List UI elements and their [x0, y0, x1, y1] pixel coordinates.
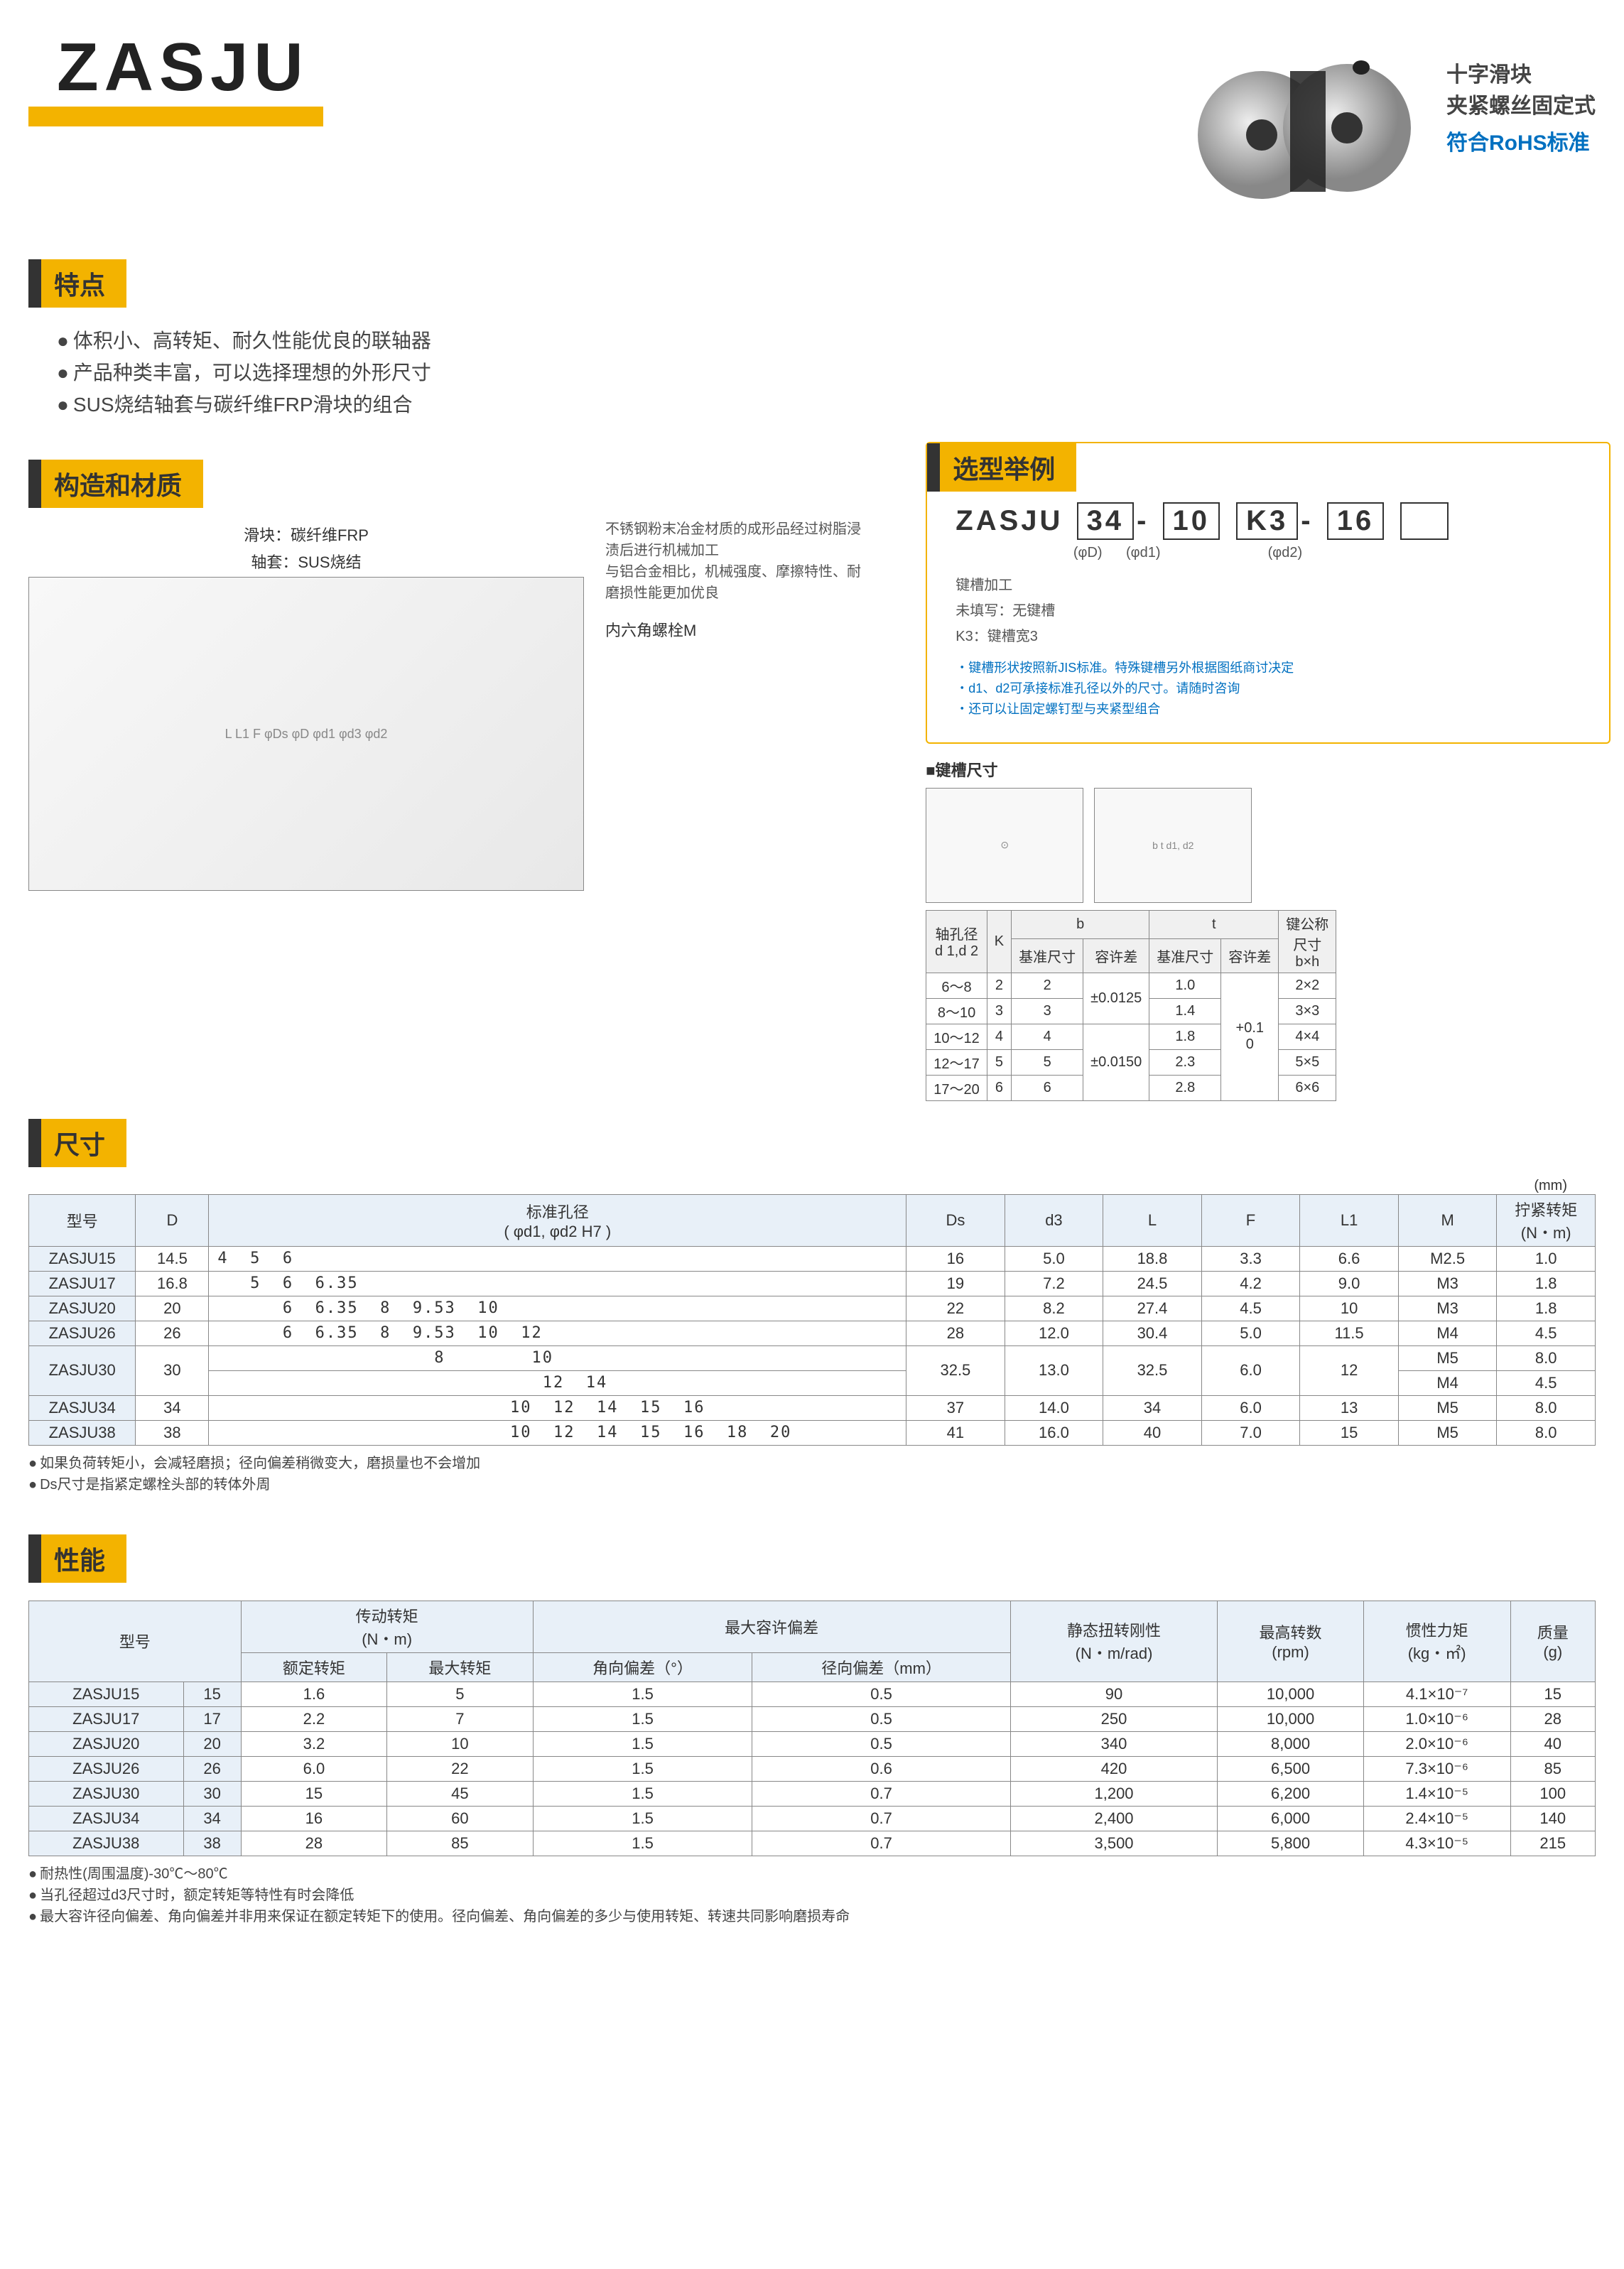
coupling-image	[1184, 28, 1425, 227]
example-notes: ・键槽形状按照新JIS标准。特殊键槽另外根据图纸商讨决定 ・d1、d2可承接标准…	[927, 649, 1609, 727]
header-line2: 夹紧螺丝固定式	[1446, 88, 1596, 119]
page-header: ZASJU 十字滑块 夹紧螺丝固定式 符合RoHS标准	[28, 28, 1596, 227]
perf-table: 型号传动转矩(N・m)最大容许偏差静态扭转刚性(N・m/rad)最高转数(rpm…	[28, 1601, 1596, 1856]
right-header: 十字滑块 夹紧螺丝固定式 符合RoHS标准	[1184, 28, 1596, 227]
features-title: 特点	[28, 259, 126, 308]
feature-item: SUS烧结轴套与碳纤维FRP滑块的组合	[57, 389, 1596, 421]
header-labels: 十字滑块 夹紧螺丝固定式 符合RoHS标准	[1446, 28, 1596, 156]
header-line1: 十字滑块	[1446, 57, 1596, 88]
performance-section: 性能 型号传动转矩(N・m)最大容许偏差静态扭转刚性(N・m/rad)最高转数(…	[28, 1517, 1596, 1927]
example-code: ZASJU 34- 10 K3- 16	[927, 502, 1609, 540]
example-box: 选型举例 ZASJU 34- 10 K3- 16 (φD) (φd1) (φd2…	[926, 442, 1611, 743]
header-line3: 符合RoHS标准	[1446, 125, 1596, 156]
keyway-table: 轴孔径d 1,d 2Kbt键公称尺寸b×h基准尺寸容许差基准尺寸容许差6～822…	[926, 910, 1336, 1101]
size-table: 型号D标准孔径 ( φd1, φd2 H7 )Dsd3LFL1M拧紧转矩 (N・…	[28, 1194, 1596, 1446]
keyway-diagram-front: ⊙	[926, 788, 1083, 903]
size-note: 如果负荷转矩小，会减轻磨损；径向偏差稍微变大，磨损量也不会增加	[28, 1453, 1596, 1474]
construction-title: 构造和材质	[28, 460, 203, 508]
key-note: 键槽加工 未填写：无键槽 K3：键槽宽3	[927, 573, 1609, 649]
size-section: 尺寸 (mm) 型号D标准孔径 ( φd1, φd2 H7 )Dsd3LFL1M…	[28, 1101, 1596, 1495]
size-unit: (mm)	[28, 1178, 1596, 1194]
bolt-label: 内六角螺栓M	[605, 618, 861, 641]
keyway-section: ■键槽尺寸 ⊙ b t d1, d2	[926, 758, 1611, 910]
sleeve-label: 轴套：SUS烧结	[28, 550, 584, 573]
size-footnotes: 如果负荷转矩小，会减轻磨损；径向偏差稍微变大，磨损量也不会增加 Ds尺寸是指紧定…	[28, 1453, 1596, 1495]
perf-note: 耐热性(周围温度)-30℃～80℃	[28, 1863, 1596, 1885]
technical-drawing: L L1 F φDs φD φd1 φd3 φd2	[28, 577, 584, 891]
perf-note: 当孔径超过d3尺寸时，额定转矩等特性有时会降低	[28, 1885, 1596, 1906]
keyway-diagram-side: b t d1, d2	[1094, 788, 1252, 903]
sleeve-note: 不锈钢粉末冶金材质的成形品经过树脂浸渍后进行机械加工 与铝合金相比，机械强度、摩…	[605, 519, 861, 604]
example-sub: (φD) (φd1) (φd2)	[927, 540, 1609, 565]
construction-section: 构造和材质 滑块：碳纤维FRP 轴套：SUS烧结 L L1 F φDs φD φ…	[28, 442, 890, 891]
size-note: Ds尺寸是指紧定螺栓头部的转体外周	[28, 1474, 1596, 1495]
perf-footnotes: 耐热性(周围温度)-30℃～80℃ 当孔径超过d3尺寸时，额定转矩等特性有时会降…	[28, 1863, 1596, 1927]
main-title: ZASJU	[28, 28, 323, 126]
size-title: 尺寸	[28, 1119, 126, 1167]
perf-note: 最大容许径向偏差、角向偏差并非用来保证在额定转矩下的使用。径向偏差、角向偏差的多…	[28, 1906, 1596, 1927]
example-column: 选型举例 ZASJU 34- 10 K3- 16 (φD) (φd1) (φd2…	[926, 442, 1611, 1100]
keyway-title: ■键槽尺寸	[926, 758, 1252, 781]
example-title: 选型举例	[927, 443, 1076, 492]
title-block: ZASJU	[28, 28, 1184, 126]
feature-item: 体积小、高转矩、耐久性能优良的联轴器	[57, 325, 1596, 357]
slider-label: 滑块：碳纤维FRP	[28, 523, 584, 546]
perf-title: 性能	[28, 1534, 126, 1583]
features-list: 体积小、高转矩、耐久性能优良的联轴器 产品种类丰富，可以选择理想的外形尺寸 SU…	[57, 325, 1596, 421]
feature-item: 产品种类丰富，可以选择理想的外形尺寸	[57, 357, 1596, 389]
features-section: 特点 体积小、高转矩、耐久性能优良的联轴器 产品种类丰富，可以选择理想的外形尺寸…	[28, 242, 1596, 421]
